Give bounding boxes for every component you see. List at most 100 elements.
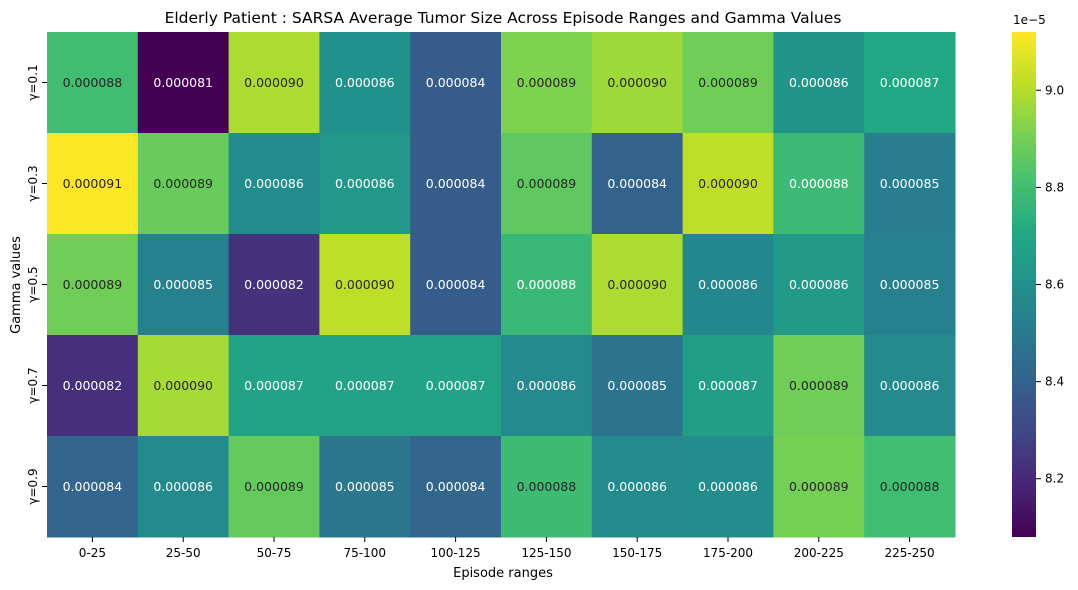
cell-value-label: 0.000090 xyxy=(698,176,758,191)
heatmap-cell xyxy=(773,436,865,538)
chart-title: Elderly Patient : SARSA Average Tumor Si… xyxy=(165,9,842,27)
cell-value-label: 0.000089 xyxy=(244,479,304,494)
cell-value-label: 0.000086 xyxy=(244,176,304,191)
cell-value-label: 0.000089 xyxy=(517,176,577,191)
heatmap-cell xyxy=(773,32,865,134)
cell-value-label: 0.000088 xyxy=(880,479,940,494)
cell-value-label: 0.000086 xyxy=(153,479,213,494)
heatmap-cell xyxy=(410,133,502,235)
y-tick-label: γ=0.1 xyxy=(26,64,40,100)
x-tick-label: 100-125 xyxy=(431,546,481,560)
heatmap-cell xyxy=(591,234,684,336)
heatmap-cell xyxy=(137,32,230,134)
cell-value-label: 0.000090 xyxy=(607,75,667,90)
heatmap-cell xyxy=(501,335,593,437)
heatmap-cell xyxy=(137,234,230,336)
heatmap-cell xyxy=(137,335,230,437)
colorbar-tick-label: 8.4 xyxy=(1045,375,1064,389)
colorbar-tick-label: 8.2 xyxy=(1045,472,1064,486)
heatmap-cell xyxy=(773,133,865,235)
x-axis-label: Episode ranges xyxy=(453,566,553,581)
heatmap-cell xyxy=(682,335,774,437)
cell-value-label: 0.000089 xyxy=(63,277,123,292)
cell-value-label: 0.000086 xyxy=(698,479,758,494)
y-axis-ticks: γ=0.1 γ=0.3 γ=0.5 γ=0.7 γ=0.9 xyxy=(26,64,47,505)
cell-value-label: 0.000088 xyxy=(789,176,849,191)
heatmap-cell xyxy=(591,133,684,235)
heatmap-cell xyxy=(319,133,411,235)
heatmap-cell xyxy=(591,436,684,538)
heatmap-cell xyxy=(501,234,593,336)
heatmap-cell xyxy=(864,335,956,437)
x-tick-label: 75-100 xyxy=(344,546,387,560)
cell-value-label: 0.000085 xyxy=(607,378,667,393)
cell-value-label: 0.000090 xyxy=(244,75,304,90)
heatmap-cell xyxy=(501,32,593,134)
heatmap-cell xyxy=(228,133,320,235)
cell-value-label: 0.000088 xyxy=(63,75,123,90)
colorbar-tick-label: 8.8 xyxy=(1045,180,1064,194)
cell-value-label: 0.000085 xyxy=(880,277,940,292)
cell-value-label: 0.000086 xyxy=(517,378,577,393)
cell-value-label: 0.000085 xyxy=(335,479,395,494)
cell-value-label: 0.000089 xyxy=(153,176,213,191)
cell-value-label: 0.000082 xyxy=(244,277,304,292)
x-tick-label: 50-75 xyxy=(257,546,292,560)
heatmap-cell xyxy=(319,335,411,437)
colorbar-tick-label: 9.0 xyxy=(1045,83,1064,97)
heatmap-cell xyxy=(591,335,684,437)
x-tick-label: 200-225 xyxy=(794,546,844,560)
x-tick-label: 175-200 xyxy=(703,546,753,560)
y-tick-label: γ=0.7 xyxy=(26,367,40,403)
heatmap-cell xyxy=(410,436,502,538)
cell-value-label: 0.000090 xyxy=(153,378,213,393)
heatmap-cell xyxy=(773,234,865,336)
cell-value-label: 0.000087 xyxy=(698,378,758,393)
y-tick-label: γ=0.5 xyxy=(26,266,40,302)
cell-value-label: 0.000082 xyxy=(63,378,123,393)
heatmap-cell xyxy=(47,234,139,336)
heatmap-cell xyxy=(864,32,956,134)
heatmap-cell xyxy=(864,133,956,235)
heatmap-cell xyxy=(410,335,502,437)
heatmap-cell xyxy=(47,32,139,134)
cell-value-label: 0.000087 xyxy=(880,75,940,90)
colorbar-tick-label: 8.6 xyxy=(1045,278,1064,292)
cell-value-label: 0.000084 xyxy=(426,277,486,292)
x-tick-label: 150-175 xyxy=(612,546,662,560)
heatmap-cells: 0.000088 0.000081 0.000090 0.000086 0.000084… xyxy=(47,32,956,538)
cell-value-label: 0.000089 xyxy=(517,75,577,90)
cell-value-label: 0.000086 xyxy=(607,479,667,494)
cell-value-label: 0.000091 xyxy=(63,176,123,191)
cell-value-label: 0.000089 xyxy=(789,479,849,494)
x-tick-label: 225-250 xyxy=(885,546,935,560)
colorbar xyxy=(1012,32,1036,537)
x-axis-ticks: 0-25 25-50 50-75 75-100 100-125 125-150 150-17… xyxy=(79,537,935,560)
cell-value-label: 0.000084 xyxy=(426,479,486,494)
heatmap-cell xyxy=(501,133,593,235)
heatmap-cell xyxy=(864,436,956,538)
heatmap-cell xyxy=(228,32,320,134)
heatmap-cell xyxy=(319,234,411,336)
cell-value-label: 0.000086 xyxy=(335,75,395,90)
heatmap-cell xyxy=(228,335,320,437)
y-axis-label: Gamma values xyxy=(9,236,24,334)
heatmap-cell xyxy=(591,32,684,134)
heatmap-cell xyxy=(47,133,139,235)
heatmap-cell xyxy=(773,335,865,437)
heatmap-cell xyxy=(682,436,774,538)
heatmap-cell xyxy=(228,234,320,336)
colorbar-exponent-label: 1e−5 xyxy=(1013,13,1046,27)
cell-value-label: 0.000089 xyxy=(789,378,849,393)
heatmap-cell xyxy=(47,335,139,437)
heatmap-cell xyxy=(410,234,502,336)
cell-value-label: 0.000090 xyxy=(335,277,395,292)
y-tick-label: γ=0.3 xyxy=(26,165,40,201)
cell-value-label: 0.000088 xyxy=(517,277,577,292)
cell-value-label: 0.000081 xyxy=(153,75,213,90)
x-tick-label: 25-50 xyxy=(166,546,201,560)
cell-value-label: 0.000090 xyxy=(607,277,667,292)
heatmap-cell xyxy=(228,436,320,538)
